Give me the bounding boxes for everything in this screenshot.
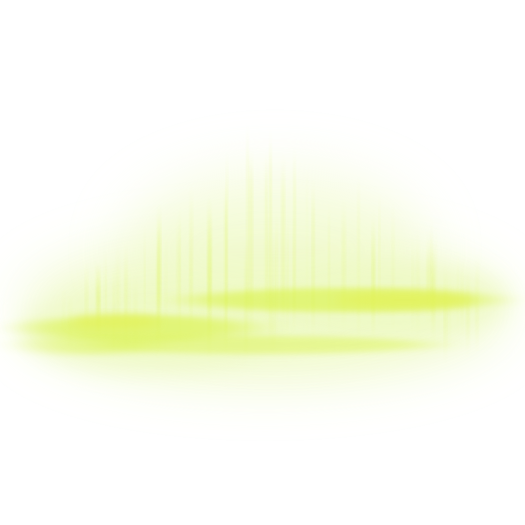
glow-streak <box>293 170 296 305</box>
glow-streak <box>129 286 131 325</box>
glow-band-core <box>335 292 475 308</box>
glow-streak <box>433 260 435 310</box>
glow-streak <box>476 302 479 335</box>
glow-streak <box>94 276 97 308</box>
glow-streak <box>342 221 346 307</box>
glow-streak <box>249 171 253 314</box>
glow-streak <box>179 227 181 327</box>
glow-streak <box>144 247 146 313</box>
glow-streak <box>457 267 459 317</box>
glow-streak <box>276 232 278 316</box>
glow-streak <box>124 267 128 328</box>
glow-streak <box>444 289 447 340</box>
glow-streak <box>281 179 285 305</box>
glow-streak <box>224 204 227 332</box>
glow-streak <box>112 280 114 336</box>
glow-streak <box>476 271 479 307</box>
glow-streak <box>430 238 433 303</box>
glow-streak <box>165 250 167 321</box>
glow-streak <box>62 302 65 324</box>
glow-streak <box>104 268 106 309</box>
glow-streak <box>372 232 375 322</box>
glow-streak <box>85 281 88 319</box>
glow-band <box>90 336 430 354</box>
glow-streak <box>105 273 107 317</box>
glow-streak <box>466 289 470 335</box>
glow-streak <box>391 223 395 312</box>
bright-bands <box>30 288 490 355</box>
glow-streak <box>246 147 249 308</box>
glow-streak <box>267 229 270 312</box>
glow-streak <box>357 197 360 325</box>
glow-streak <box>306 182 308 320</box>
glow-streak <box>416 248 420 323</box>
glow-streak <box>328 224 330 315</box>
glow-streak <box>264 177 267 301</box>
glow-streak <box>448 288 451 335</box>
glow-streak <box>269 155 272 328</box>
glow-streak <box>177 237 180 310</box>
glow-streak <box>97 281 100 318</box>
glow-streak <box>427 254 430 301</box>
glow-streak <box>378 212 381 306</box>
glow-streak <box>435 247 437 304</box>
glow-streak <box>226 172 228 308</box>
glow-streak <box>190 207 193 303</box>
glow-streak <box>116 267 120 324</box>
glow-streak <box>286 234 289 319</box>
glow-streak <box>412 253 414 318</box>
glow-streak <box>113 280 115 334</box>
glow-band <box>30 335 150 355</box>
glow-band-core <box>70 315 160 329</box>
glow-streak <box>156 258 160 336</box>
glow-streak <box>312 202 315 316</box>
